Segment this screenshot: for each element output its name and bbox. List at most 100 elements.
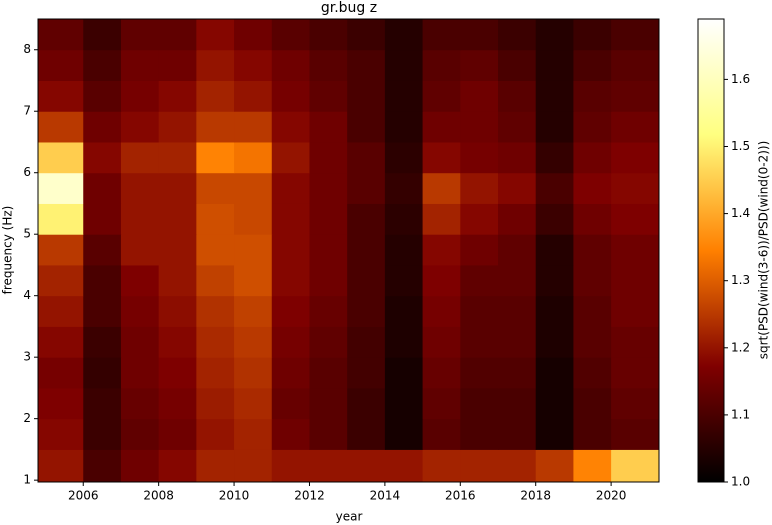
heatmap-cell — [271, 357, 310, 389]
heatmap-cell — [535, 295, 574, 327]
y-tick-label: 1 — [23, 473, 31, 487]
heatmap-cell — [573, 357, 612, 389]
heatmap-cell — [573, 172, 612, 204]
heatmap-cell — [573, 295, 612, 327]
heatmap-cell — [535, 80, 574, 112]
y-tick-label: 8 — [23, 42, 31, 56]
x-axis-label: year — [336, 510, 363, 524]
heatmap-cell — [234, 449, 273, 483]
heatmap-cell — [611, 264, 660, 297]
heatmap-cell — [271, 49, 310, 81]
heatmap-cell — [309, 264, 348, 297]
heatmap-cell — [422, 264, 461, 297]
heatmap-cell — [498, 203, 537, 235]
heatmap-cell — [196, 19, 235, 51]
heatmap-cell — [347, 80, 386, 112]
plot-frame — [37, 18, 660, 483]
heatmap-cell — [498, 295, 537, 327]
heatmap-cell — [611, 80, 660, 112]
heatmap-cell — [83, 264, 122, 297]
heatmap-cell — [271, 418, 310, 450]
colorbar-tick-label: 1.4 — [731, 206, 750, 220]
x-tick-label: 2014 — [370, 489, 401, 503]
heatmap-cell — [120, 19, 160, 51]
heatmap-cell — [234, 111, 273, 143]
heatmap-cell — [347, 141, 386, 174]
heatmap-cell — [38, 203, 84, 235]
heatmap-cell — [309, 49, 348, 81]
heatmap-cell — [120, 387, 160, 420]
heatmap-cell — [120, 357, 160, 389]
heatmap-cell — [309, 326, 348, 358]
heatmap-cell — [611, 111, 660, 143]
heatmap-cell — [83, 295, 122, 327]
heatmap-cell — [83, 172, 122, 204]
heatmap-cell — [158, 387, 197, 420]
heatmap-cell — [196, 111, 235, 143]
heatmap-cell — [384, 234, 424, 266]
heatmap-cell — [384, 141, 424, 174]
heatmap-cell — [611, 449, 660, 483]
heatmap-cell — [347, 449, 386, 483]
heatmap-cell — [611, 172, 660, 204]
chart-title: gr.bug z — [321, 0, 377, 16]
heatmap-cell — [309, 111, 348, 143]
heatmap-cell — [498, 357, 537, 389]
heatmap-cell — [384, 203, 424, 235]
heatmap-cell — [347, 234, 386, 266]
heatmap-cell — [422, 172, 461, 204]
heatmap-cell — [196, 234, 235, 266]
heatmap-cell — [573, 234, 612, 266]
heatmap-cell — [234, 19, 273, 51]
heatmap-cell — [460, 326, 499, 358]
heatmap-cell — [611, 326, 660, 358]
heatmap-cell — [347, 357, 386, 389]
heatmap-cell — [535, 418, 574, 450]
heatmap-cell — [460, 111, 499, 143]
heatmap-cell — [38, 172, 84, 204]
heatmap-cell — [196, 387, 235, 420]
heatmap-cell — [347, 295, 386, 327]
heatmap-cell — [158, 80, 197, 112]
colorbar-tick-label: 1.5 — [731, 139, 750, 153]
heatmap-cell — [196, 418, 235, 450]
heatmap-cell — [573, 449, 612, 483]
heatmap-cell — [196, 449, 235, 483]
heatmap-cell — [196, 141, 235, 174]
heatmap-cell — [309, 387, 348, 420]
heatmap-cell — [384, 172, 424, 204]
heatmap-cell — [120, 203, 160, 235]
heatmap-cell — [271, 449, 310, 483]
heatmap-cell — [573, 203, 612, 235]
x-tick-label: 2018 — [520, 489, 551, 503]
heatmap-cell — [460, 203, 499, 235]
heatmap-cell — [271, 111, 310, 143]
colorbar-tick-label: 1.0 — [731, 475, 750, 489]
heatmap-cell — [347, 111, 386, 143]
heatmap-cell — [611, 295, 660, 327]
heatmap-cell — [422, 357, 461, 389]
heatmap-cell — [384, 264, 424, 297]
heatmap-cell — [271, 326, 310, 358]
heatmap-cell — [158, 357, 197, 389]
heatmap-cell — [498, 418, 537, 450]
heatmap-cell — [535, 111, 574, 143]
heatmap-cell — [120, 295, 160, 327]
heatmap-cell — [422, 326, 461, 358]
heatmap-cell — [498, 141, 537, 174]
colorbar-tick-label: 1.1 — [731, 407, 750, 421]
x-tick-label: 2016 — [445, 489, 476, 503]
heatmap-cell — [535, 234, 574, 266]
heatmap-cell — [498, 111, 537, 143]
heatmap-cell — [347, 172, 386, 204]
heatmap-cell — [422, 449, 461, 483]
y-tick-label: 3 — [23, 350, 31, 364]
heatmap-cell — [158, 141, 197, 174]
heatmap-cell — [120, 80, 160, 112]
heatmap-cell — [422, 418, 461, 450]
x-tick-label: 2010 — [219, 489, 250, 503]
heatmap-cell — [309, 203, 348, 235]
heatmap-cell — [234, 387, 273, 420]
heatmap-cell — [38, 49, 84, 81]
heatmap-cell — [83, 80, 122, 112]
